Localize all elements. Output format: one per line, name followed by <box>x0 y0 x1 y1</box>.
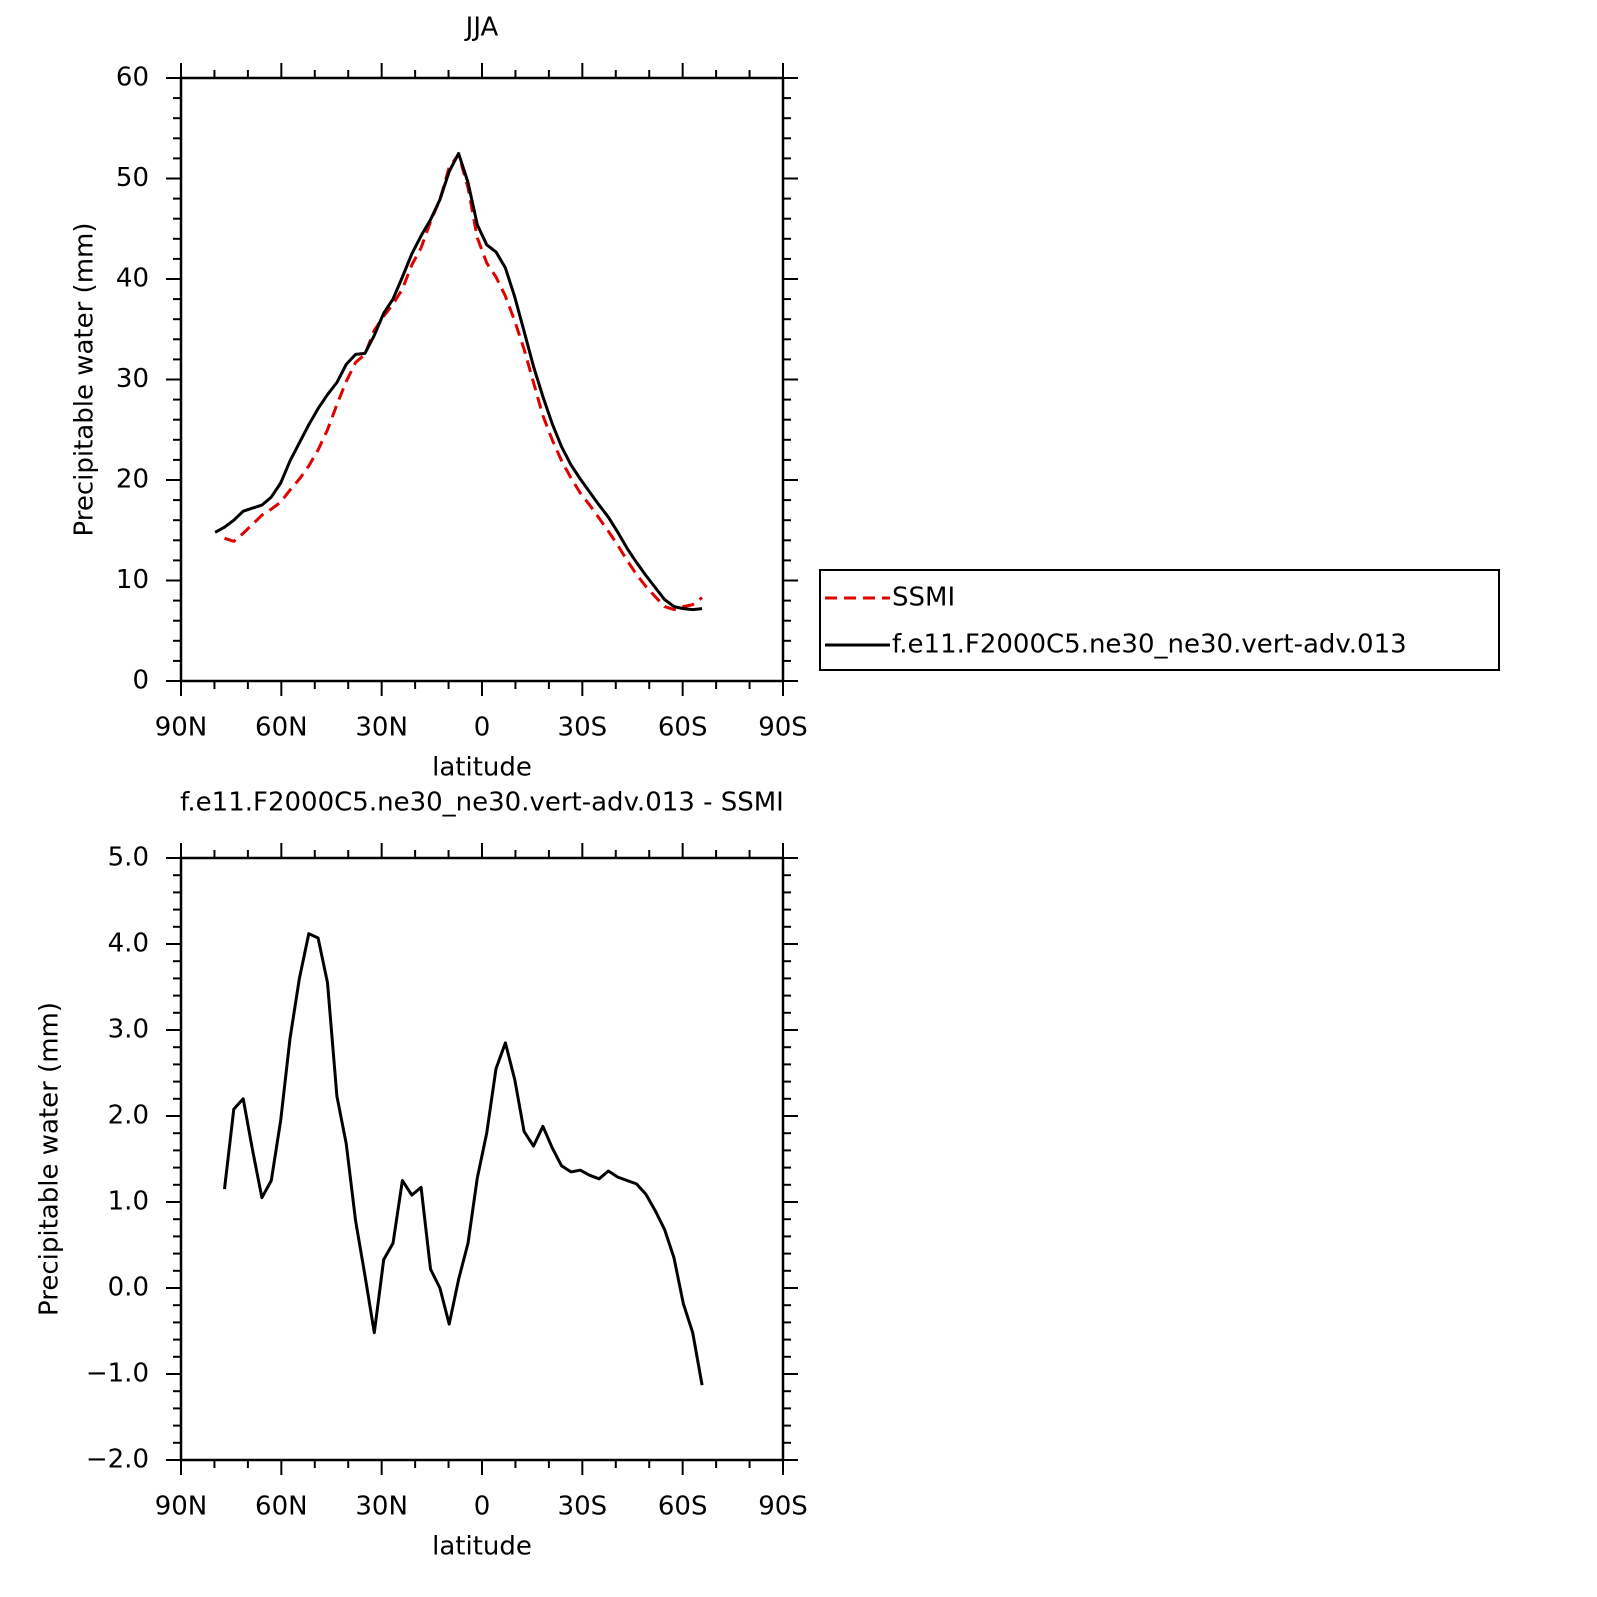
y-tick-label: 30 <box>116 364 149 394</box>
y-tick-label: 10 <box>116 565 149 595</box>
x-tick-label: 90S <box>758 713 808 743</box>
y-tick-label: 60 <box>116 63 149 93</box>
chart-title: JJA <box>464 13 499 43</box>
y-axis-label: Precipitable water (mm) <box>70 223 100 537</box>
y-tick-label: 50 <box>116 163 149 193</box>
x-tick-label: 30S <box>558 1492 608 1522</box>
y-tick-label: 40 <box>116 264 149 294</box>
x-tick-label: 60N <box>255 1492 308 1522</box>
y-tick-label: 0 <box>132 666 149 696</box>
y-tick-label: 5.0 <box>108 843 149 873</box>
x-tick-label: 60S <box>658 713 708 743</box>
x-tick-label: 60N <box>255 713 308 743</box>
data-line <box>223 932 704 1386</box>
y-tick-label: 3.0 <box>108 1015 149 1045</box>
plot-frame <box>179 76 785 683</box>
x-axis-label: latitude <box>432 1532 532 1562</box>
legend-label: SSMI <box>892 583 955 613</box>
x-tick-label: 90S <box>758 1492 808 1522</box>
y-tick-label: 1.0 <box>108 1187 149 1217</box>
y-tick-label: −2.0 <box>86 1445 149 1475</box>
x-axis-label: latitude <box>432 753 532 783</box>
x-tick-label: 0 <box>474 1492 491 1522</box>
x-tick-label: 30S <box>558 713 608 743</box>
legend-box <box>819 569 1500 671</box>
legend-label: f.e11.F2000C5.ne30_ne30.vert-adv.013 <box>892 630 1407 660</box>
x-tick-label: 90N <box>155 713 208 743</box>
y-tick-label: 20 <box>116 465 149 495</box>
chart-title: f.e11.F2000C5.ne30_ne30.vert-adv.013 - S… <box>180 788 784 818</box>
x-tick-label: 60S <box>658 1492 708 1522</box>
y-tick-label: 0.0 <box>108 1273 149 1303</box>
x-tick-label: 0 <box>474 713 491 743</box>
data-line <box>214 151 703 612</box>
x-tick-label: 30N <box>355 713 408 743</box>
data-line <box>224 152 703 612</box>
y-tick-label: 2.0 <box>108 1101 149 1131</box>
y-axis-label: Precipitable water (mm) <box>35 1002 65 1316</box>
y-tick-label: 4.0 <box>108 929 149 959</box>
y-tick-label: −1.0 <box>86 1359 149 1389</box>
x-tick-label: 90N <box>155 1492 208 1522</box>
x-tick-label: 30N <box>355 1492 408 1522</box>
